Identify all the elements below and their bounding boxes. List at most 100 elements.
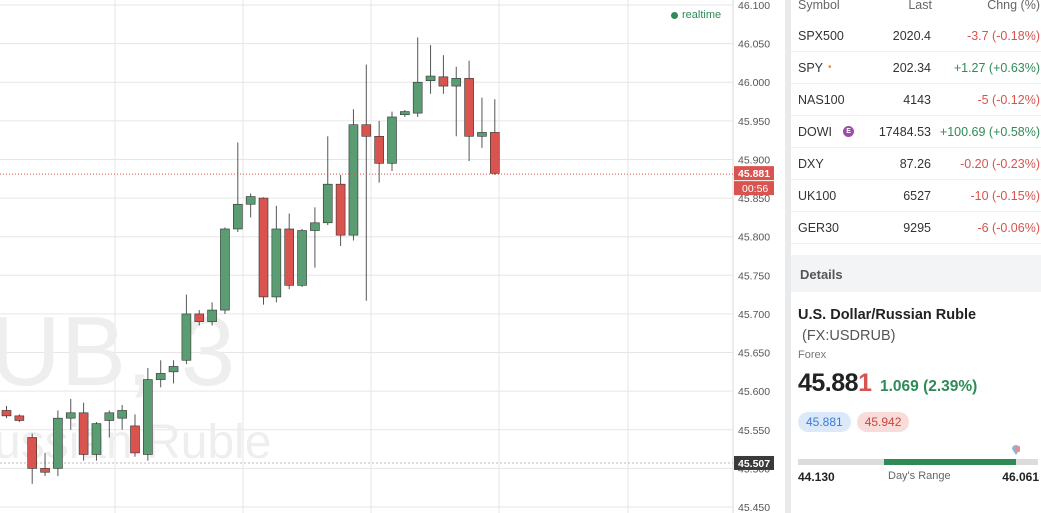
y-tick-label: 45.450 (738, 502, 770, 513)
watermark-symbol: UB, 3 (0, 296, 235, 406)
candle-body (65, 412, 76, 419)
candle-body (40, 468, 50, 473)
realtime-indicator: realtime (671, 9, 721, 21)
symbol-label: DOWI (798, 124, 833, 139)
candle-body (348, 124, 359, 236)
candle-body (168, 366, 179, 373)
candle-body (130, 425, 140, 454)
y-tick-label: 45.550 (738, 425, 770, 437)
watchlist-symbol: GER30 (798, 221, 839, 235)
symbol-label: SPX500 (798, 28, 844, 43)
candle-body (53, 417, 63, 469)
candle-body (233, 203, 243, 230)
watchlist-last: 9295 (903, 220, 931, 235)
candle-body (1, 410, 12, 417)
panel-divider[interactable] (785, 0, 791, 513)
watchlist-row-uk100[interactable]: UK100 6527 -10 (-0.15%) (791, 180, 1041, 212)
candle-body (194, 313, 205, 322)
candle-body (310, 222, 320, 231)
watchlist-row-ger30[interactable]: GER30 9295 -6 (-0.06%) (791, 212, 1041, 244)
candle-body (78, 412, 89, 455)
y-tick-label: 45.850 (738, 193, 770, 205)
candle-body (271, 228, 282, 298)
watchlist-header-change[interactable]: Chng (%) (987, 0, 1040, 12)
candle-body (155, 373, 166, 380)
instrument-code: (FX:USDRUB) (802, 328, 896, 344)
watchlist-symbol: NAS100 (798, 93, 845, 107)
y-tick-label: 45.700 (738, 309, 770, 321)
candle-body (297, 230, 307, 286)
watchlist-row-spy[interactable]: SPY • 202.34 +1.27 (+0.63%) (791, 52, 1041, 84)
range-low: 44.130 (798, 470, 835, 484)
candle-body (438, 76, 449, 87)
y-tick-label: 45.900 (738, 154, 770, 166)
reference-price-label: 45.507 (738, 458, 770, 470)
symbol-label: UK100 (798, 188, 837, 203)
watchlist-change: -0.20 (-0.23%) (960, 156, 1040, 171)
watchlist-symbol: DOWI E (798, 124, 855, 139)
watchlist-change: -5 (-0.12%) (977, 92, 1040, 107)
flag-dot-icon: • (828, 62, 832, 73)
y-tick-label: 46.100 (738, 0, 770, 12)
candle-body (464, 78, 474, 137)
price-last-digit: 1 (858, 369, 872, 397)
watchlist-change: -6 (-0.06%) (977, 220, 1040, 235)
details-header[interactable]: Details (791, 255, 1041, 292)
price-change: 1.069 (2.39%) (879, 378, 978, 395)
candle-body (14, 415, 25, 421)
watchlist-symbol: UK100 (798, 189, 836, 203)
candle-body (387, 116, 397, 164)
reference-price-box (734, 455, 774, 470)
realtime-label: realtime (682, 9, 722, 21)
days-range-bar (798, 459, 1038, 465)
watchlist-last: 2020.4 (892, 28, 931, 43)
price-chart[interactable]: UB, 3 ussian Ruble 46.100 46.050 46.000 45.95… (0, 0, 785, 513)
range-label: Day's Range (888, 470, 951, 482)
watchlist-row-spx500[interactable]: SPX500 2020.4 -3.7 (-0.18%) (791, 20, 1041, 52)
y-tick-label: 45.950 (738, 116, 770, 128)
candle-body (220, 228, 230, 311)
instrument-title: U.S. Dollar/Russian Ruble (798, 307, 977, 323)
instrument-name: U.S. Dollar/Russian Ruble (FX:USDRUB) (798, 305, 1038, 347)
candle-body (91, 423, 102, 455)
watchlist-change: +100.69 (+0.58%) (939, 124, 1040, 139)
watchlist-symbol: SPX500 (798, 29, 844, 43)
candle-body (489, 132, 500, 174)
watchlist-last: 6527 (903, 188, 931, 203)
price-main: 45.88 (798, 369, 859, 397)
candle-body (400, 111, 410, 115)
watchlist-symbol: DXY (798, 157, 824, 171)
right-panel: Symbol Last Chng (%) SPX500 2020.4 -3.7 (-… (791, 0, 1041, 513)
candle-body (207, 309, 217, 322)
candle-body (477, 132, 487, 137)
candle-body (143, 379, 153, 455)
y-tick-label: 46.000 (738, 77, 770, 89)
earnings-icon: E (843, 126, 855, 137)
y-tick-label: 45.650 (738, 348, 770, 360)
candle-body (425, 75, 436, 81)
watchlist-row-dxy[interactable]: DXY 87.26 -0.20 (-0.23%) (791, 148, 1041, 180)
candle-body (451, 78, 462, 87)
y-tick-label: 45.600 (738, 386, 770, 398)
watchlist-row-dowi[interactable]: DOWI E 17484.53 +100.69 (+0.58%) (791, 116, 1041, 148)
candle-body (258, 197, 269, 298)
symbol-label: GER30 (798, 220, 839, 235)
candle-body (27, 437, 38, 469)
candle-body (284, 228, 295, 286)
watchlist-header-last[interactable]: Last (908, 0, 932, 12)
symbol-label: DXY (798, 156, 824, 171)
candle-body (412, 81, 423, 114)
bid-ask: 45.881 45.942 (798, 412, 910, 432)
candle-body (374, 135, 384, 164)
current-price-label: 45.881 (738, 168, 770, 180)
watchlist-last: 87.26 (899, 156, 931, 171)
candle-body (181, 313, 192, 361)
watchlist-symbol: SPY • (798, 61, 832, 75)
price-display: 45.88 1 1.069 (2.39%) (798, 369, 977, 398)
watchlist-header-symbol[interactable]: Symbol (798, 0, 840, 12)
candle-body (361, 124, 372, 137)
candle-body (322, 183, 333, 224)
watchlist-row-nas100[interactable]: NAS100 4143 -5 (-0.12%) (791, 84, 1041, 116)
